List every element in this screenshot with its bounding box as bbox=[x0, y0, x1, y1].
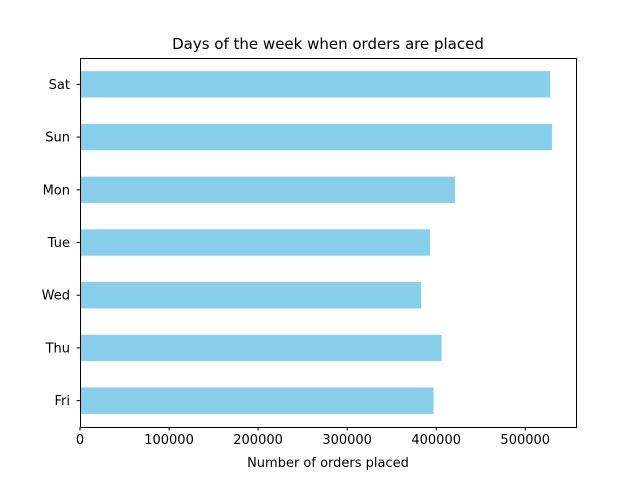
y-tick-label: Mon bbox=[43, 183, 70, 198]
y-tick-label: Tue bbox=[47, 236, 70, 251]
x-tick-label: 300000 bbox=[322, 433, 372, 448]
y-tick-label: Sat bbox=[49, 78, 70, 93]
axes-frame bbox=[80, 58, 577, 428]
chart-title: Days of the week when orders are placed bbox=[172, 35, 484, 53]
bar-fri bbox=[80, 387, 434, 414]
bar-sat bbox=[80, 71, 551, 98]
y-tick-label: Sun bbox=[45, 131, 70, 146]
x-tick-label: 0 bbox=[76, 433, 84, 448]
x-tick-label: 100000 bbox=[144, 433, 194, 448]
bar-tue bbox=[80, 229, 430, 256]
bars-layer bbox=[80, 71, 552, 414]
bar-wed bbox=[80, 282, 422, 309]
y-tick-label: Wed bbox=[42, 289, 70, 304]
x-tick-label: 500000 bbox=[500, 433, 550, 448]
y-tick-label: Thu bbox=[45, 341, 70, 356]
y-tick-label: Fri bbox=[55, 394, 71, 409]
x-axis-ticks: 0 100000 200000 300000 400000 500000 bbox=[76, 427, 550, 448]
bar-sun bbox=[80, 123, 552, 151]
bar-thu bbox=[80, 334, 442, 362]
x-tick-label: 400000 bbox=[411, 433, 461, 448]
x-axis-label: Number of orders placed bbox=[247, 456, 409, 471]
y-axis-ticks: Sat Sun Mon Tue Wed Thu Fri bbox=[42, 78, 80, 409]
bar-mon bbox=[80, 176, 455, 203]
x-tick-label: 200000 bbox=[233, 433, 283, 448]
